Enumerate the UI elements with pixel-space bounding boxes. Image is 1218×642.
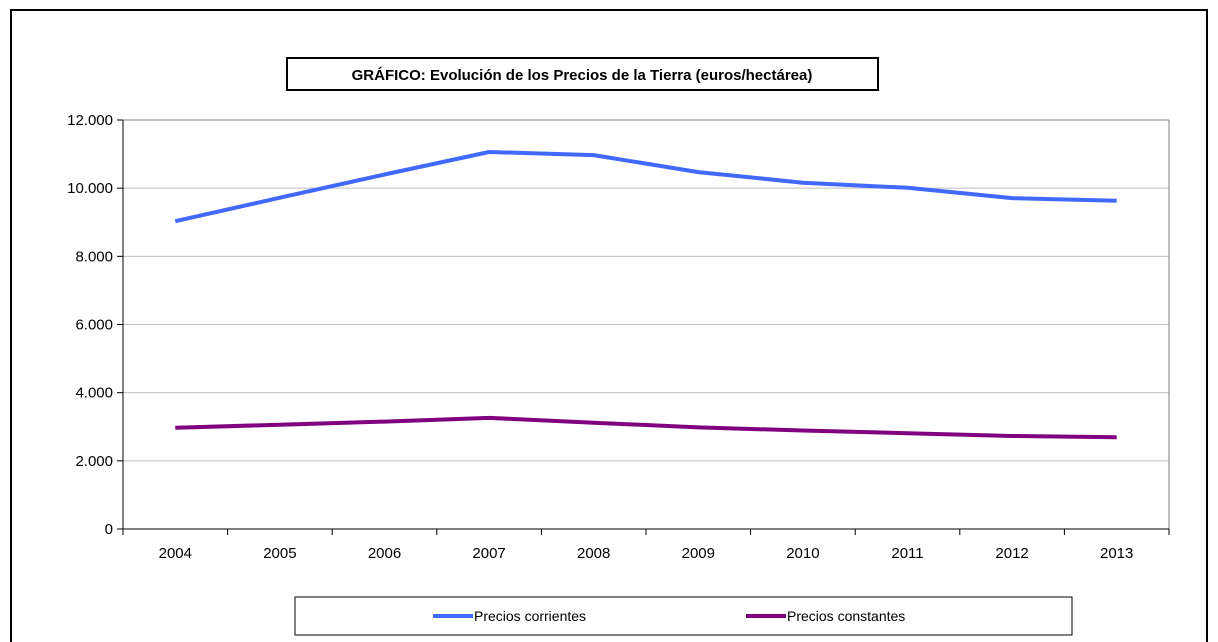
x-tick-label: 2004 bbox=[159, 545, 192, 562]
x-tick-label: 2006 bbox=[368, 545, 401, 562]
y-tick-label: 6.000 bbox=[75, 317, 113, 334]
axes bbox=[117, 119, 1170, 535]
x-tick-label: 2012 bbox=[995, 545, 1028, 562]
legend-label-0: Precios corrientes bbox=[474, 608, 586, 624]
y-tick-label: 8.000 bbox=[75, 248, 113, 265]
legend-label-1: Precios constantes bbox=[787, 608, 905, 624]
x-tick-label: 2007 bbox=[472, 545, 505, 562]
y-tick-label: 0 bbox=[105, 521, 113, 538]
y-tick-label: 4.000 bbox=[75, 385, 113, 402]
x-tick-label: 2013 bbox=[1100, 545, 1133, 562]
x-tick-label: 2009 bbox=[682, 545, 715, 562]
x-tick-label: 2005 bbox=[263, 545, 296, 562]
legend-box bbox=[294, 596, 1073, 636]
x-tick-label: 2011 bbox=[891, 545, 923, 562]
series-line-1 bbox=[175, 415, 1117, 440]
x-tick-label: 2010 bbox=[786, 545, 819, 562]
y-tick-label: 10.000 bbox=[67, 180, 113, 197]
legend: Precios corrientes Precios constantes bbox=[433, 608, 905, 624]
series-lines bbox=[174, 150, 1117, 440]
chart-frame bbox=[10, 9, 1208, 642]
x-axis-tick-labels: 2004 2005 2006 2007 2008 2009 2010 2011 2012 2013 bbox=[159, 545, 1134, 562]
chart-title: GRÁFICO: Evolución de los Precios de la … bbox=[352, 67, 813, 84]
x-tick-label: 2008 bbox=[577, 545, 610, 562]
y-tick-label: 2.000 bbox=[75, 453, 113, 470]
series-line-0 bbox=[174, 150, 1117, 224]
chart-title-box bbox=[286, 57, 879, 91]
y-tick-label: 12.000 bbox=[67, 112, 113, 129]
y-axis-tick-labels: 0 2.000 4.000 6.000 8.000 10.000 12.000 bbox=[67, 112, 113, 538]
